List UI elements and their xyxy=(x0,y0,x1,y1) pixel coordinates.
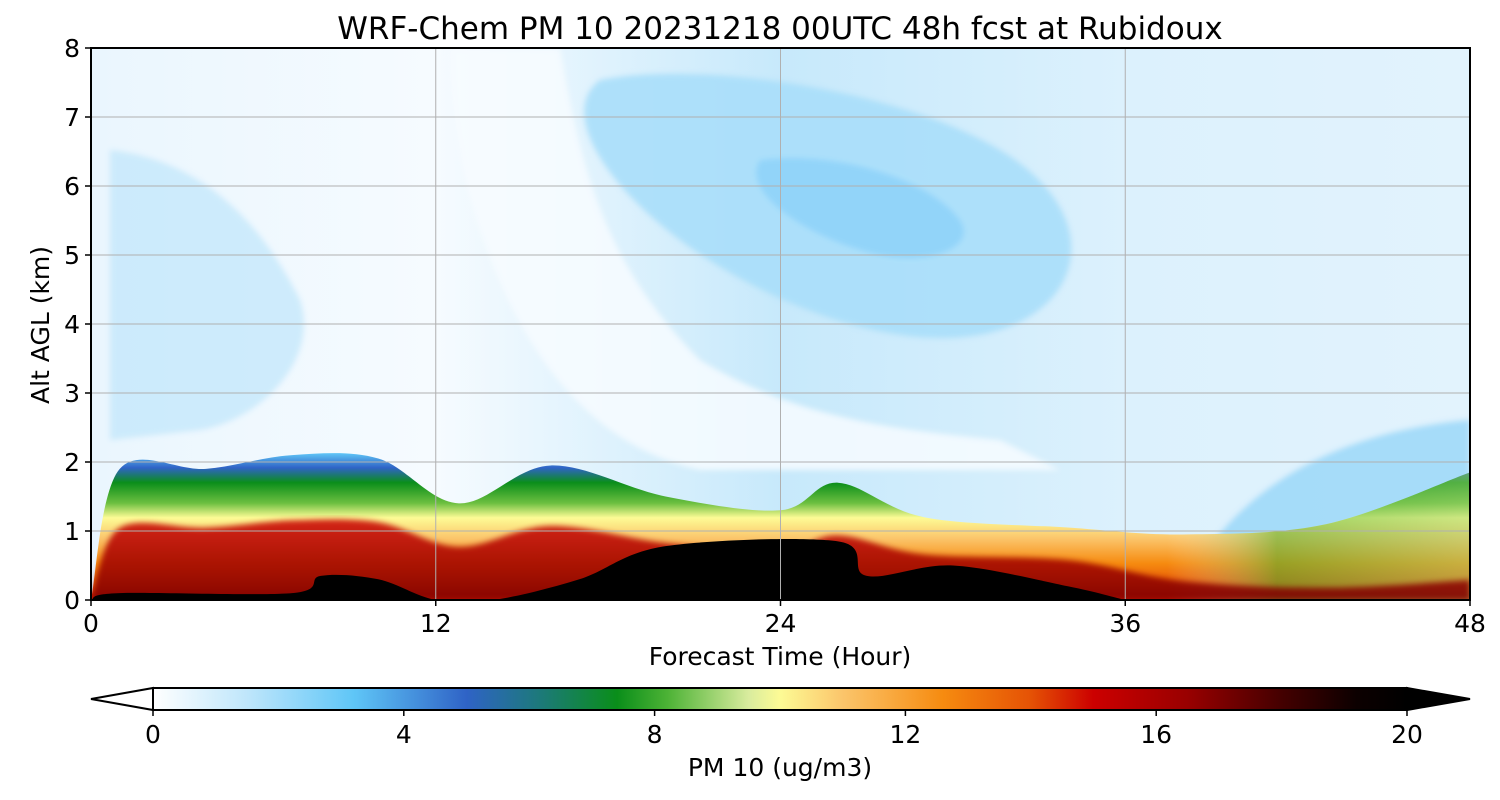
colorbar-label: PM 10 (ug/m3) xyxy=(688,753,872,782)
x-axis-ticks: 0 12 24 36 48 xyxy=(83,600,1486,638)
x-tick-label: 0 xyxy=(83,609,99,638)
x-axis-label: Forecast Time (Hour) xyxy=(649,642,912,671)
y-tick-label: 6 xyxy=(64,172,80,201)
grid-lines xyxy=(91,48,1470,600)
y-tick-label: 0 xyxy=(64,586,80,615)
x-tick-label: 12 xyxy=(420,609,452,638)
colorbar-scale xyxy=(152,687,1408,711)
y-axis-label: Alt AGL (km) xyxy=(26,246,55,404)
x-tick-label: 24 xyxy=(765,609,797,638)
colorbar: 0 4 8 12 16 20 PM 10 (ug/m3) xyxy=(90,686,1471,782)
chart-title: WRF-Chem PM 10 20231218 00UTC 48h fcst a… xyxy=(337,11,1222,47)
colorbar-tick-label: 12 xyxy=(889,720,921,749)
colorbar-tick-label: 4 xyxy=(396,720,412,749)
y-tick-label: 8 xyxy=(64,34,80,63)
y-axis-ticks: 0 1 2 3 4 5 6 7 8 xyxy=(64,34,91,615)
colorbar-extend-high xyxy=(1406,686,1471,712)
y-tick-label: 4 xyxy=(64,310,80,339)
y-tick-label: 7 xyxy=(64,103,80,132)
upper-air-features xyxy=(110,48,1470,600)
left-haze xyxy=(110,150,304,440)
colorbar-tick-label: 16 xyxy=(1140,720,1172,749)
maximum-concentration-core xyxy=(91,539,1126,600)
colorbar-tick-label: 8 xyxy=(647,720,663,749)
colorbar-tick-label: 20 xyxy=(1391,720,1423,749)
x-tick-label: 48 xyxy=(1454,609,1486,638)
y-tick-label: 3 xyxy=(64,379,80,408)
y-tick-label: 2 xyxy=(64,448,80,477)
y-tick-label: 1 xyxy=(64,517,80,546)
colorbar-extend-low xyxy=(90,686,154,712)
mid-level-core xyxy=(756,158,964,259)
clean-air-column xyxy=(450,48,1060,470)
x-tick-label: 36 xyxy=(1109,609,1141,638)
colorbar-tick-label: 0 xyxy=(145,720,161,749)
colorbar-ticks: 0 4 8 12 16 20 xyxy=(145,710,1423,749)
y-tick-label: 5 xyxy=(64,241,80,270)
